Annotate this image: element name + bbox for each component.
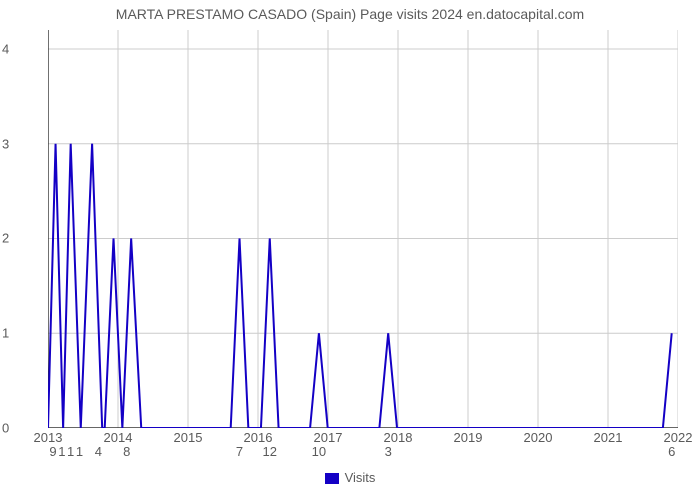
data-point-label: 1 bbox=[58, 444, 65, 459]
y-tick-label: 4 bbox=[2, 41, 44, 56]
y-axis-labels: 01234 bbox=[0, 30, 48, 428]
y-tick-label: 3 bbox=[2, 136, 44, 151]
chart-plot-area bbox=[48, 30, 678, 428]
data-point-label: 1 bbox=[67, 444, 74, 459]
data-point-label: 3 bbox=[385, 444, 392, 459]
y-tick-label: 2 bbox=[2, 231, 44, 246]
data-point-labels: 9111487121036 bbox=[48, 428, 678, 468]
data-point-label: 1 bbox=[76, 444, 83, 459]
chart-svg bbox=[48, 30, 678, 428]
data-point-label: 6 bbox=[668, 444, 675, 459]
data-point-label: 8 bbox=[123, 444, 130, 459]
data-point-label: 4 bbox=[95, 444, 102, 459]
data-point-label: 7 bbox=[236, 444, 243, 459]
chart-title: MARTA PRESTAMO CASADO (Spain) Page visit… bbox=[0, 6, 700, 22]
legend-swatch bbox=[325, 473, 339, 484]
legend-label: Visits bbox=[345, 470, 376, 485]
legend: Visits bbox=[0, 470, 700, 485]
data-point-label: 10 bbox=[312, 444, 326, 459]
data-point-label: 9 bbox=[49, 444, 56, 459]
y-tick-label: 1 bbox=[2, 326, 44, 341]
data-point-label: 12 bbox=[263, 444, 277, 459]
